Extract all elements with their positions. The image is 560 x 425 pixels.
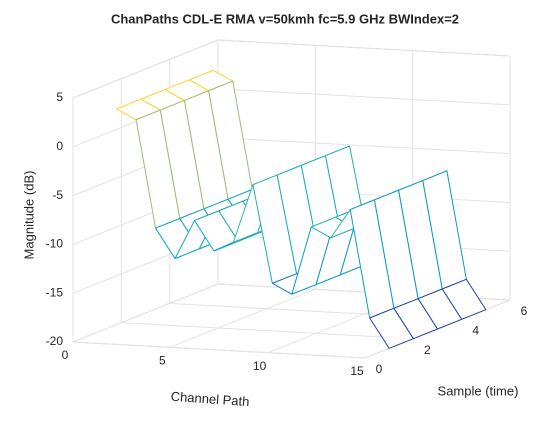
x-tick-label: 0 [62, 348, 69, 362]
z-tick-label: -15 [46, 285, 64, 299]
y-tick-label: 0 [376, 362, 383, 376]
x-tick-label: 5 [159, 354, 166, 368]
y-tick-label: 2 [424, 343, 431, 357]
grid-line [217, 88, 511, 106]
grid-line [72, 283, 219, 343]
grid-line [72, 39, 219, 99]
z-tick-label: 0 [56, 139, 63, 153]
x-axis-label: Channel Path [170, 389, 250, 409]
x-tick-label: 15 [350, 364, 364, 378]
z-axis-label: Magnitude (dB) [21, 171, 36, 260]
z-tick-label: -5 [52, 188, 63, 202]
grid-line [217, 137, 511, 155]
chart-title: ChanPaths CDL-E RMA v=50kmh fc=5.9 GHz B… [111, 11, 459, 26]
y-axis-label: Sample (time) [438, 383, 519, 398]
z-tick-label: -20 [46, 334, 64, 348]
grid-line [170, 288, 316, 348]
y-tick-label: 6 [521, 304, 528, 318]
z-tick-label: 5 [56, 90, 63, 104]
grid-line [121, 322, 414, 340]
mesh-face [369, 307, 414, 349]
z-tick-label: -10 [46, 237, 64, 251]
x-tick-label: 10 [253, 359, 267, 373]
grid-line [72, 341, 366, 359]
y-tick-label: 4 [472, 324, 479, 338]
grid-line [217, 39, 511, 57]
